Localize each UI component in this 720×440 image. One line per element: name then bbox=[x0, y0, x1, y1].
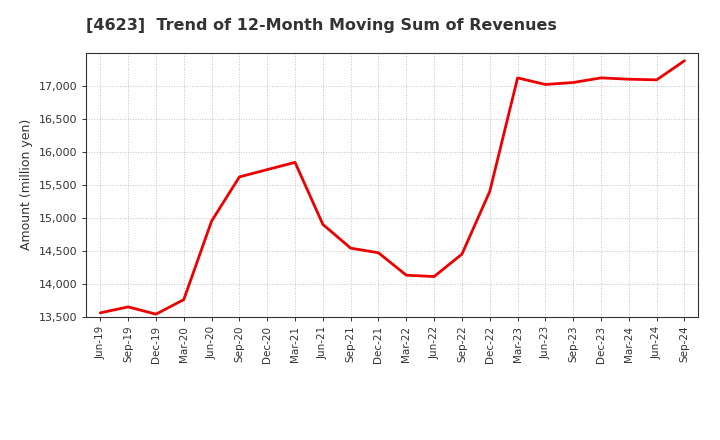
Text: [4623]  Trend of 12-Month Moving Sum of Revenues: [4623] Trend of 12-Month Moving Sum of R… bbox=[86, 18, 557, 33]
Y-axis label: Amount (million yen): Amount (million yen) bbox=[20, 119, 33, 250]
